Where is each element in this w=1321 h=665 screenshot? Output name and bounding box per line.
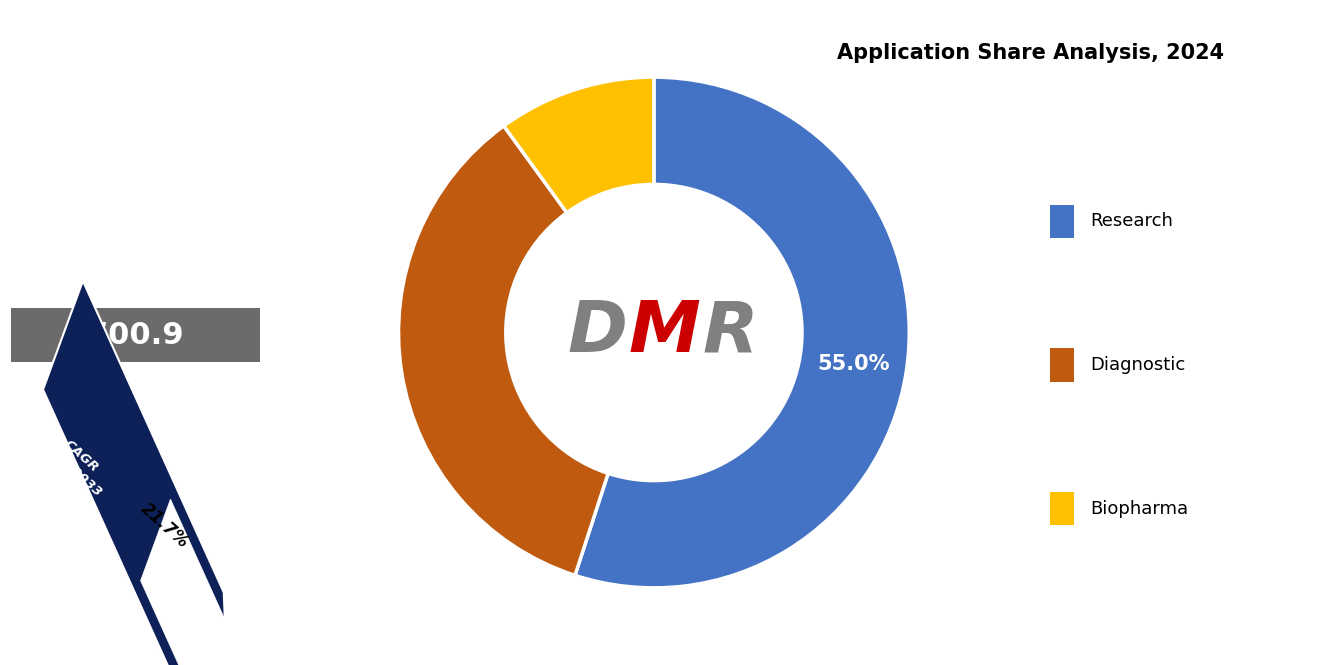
Text: 55.0%: 55.0%: [816, 354, 889, 374]
Wedge shape: [575, 77, 909, 588]
Text: Dimension
Market
Research: Dimension Market Research: [49, 61, 222, 158]
Wedge shape: [503, 77, 654, 213]
Polygon shape: [44, 281, 229, 665]
Wedge shape: [399, 126, 608, 575]
Polygon shape: [140, 499, 264, 665]
Text: Biopharma: Biopharma: [1090, 499, 1188, 517]
Text: Diagnostic: Diagnostic: [1090, 356, 1185, 374]
Bar: [1050, 205, 1074, 238]
Text: 21.7%: 21.7%: [137, 499, 193, 551]
Text: CAGR
2024-2033: CAGR 2024-2033: [37, 425, 115, 499]
Text: Global Digital
Polymerase  Chain
Reaction Market Size
(USD Million), 2024: Global Digital Polymerase Chain Reaction…: [48, 219, 223, 293]
Text: D: D: [568, 298, 627, 367]
Bar: [1050, 348, 1074, 382]
Text: 700.9: 700.9: [87, 321, 184, 350]
FancyBboxPatch shape: [11, 308, 260, 362]
Text: Application Share Analysis, 2024: Application Share Analysis, 2024: [836, 43, 1225, 63]
Text: R: R: [703, 298, 758, 367]
Bar: [1050, 492, 1074, 525]
Text: M: M: [629, 298, 700, 367]
Text: Research: Research: [1090, 212, 1173, 230]
